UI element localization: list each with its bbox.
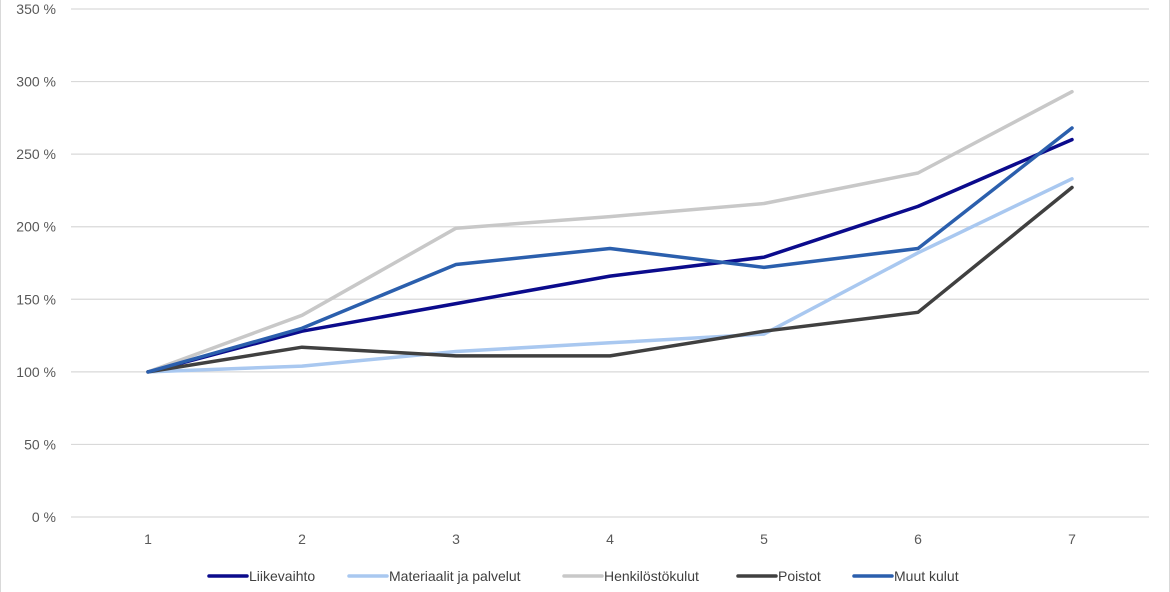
series-line xyxy=(146,177,1074,374)
y-tick-label: 50 % xyxy=(24,436,56,452)
series-line xyxy=(146,137,1074,374)
x-tick-label: 6 xyxy=(914,531,922,547)
legend-label: Henkilöstökulut xyxy=(604,568,699,584)
y-tick-label: 300 % xyxy=(16,74,56,90)
legend-label: Muut kulut xyxy=(894,568,959,584)
x-tick-label: 4 xyxy=(606,531,614,547)
y-tick-label: 100 % xyxy=(16,364,56,380)
series-line xyxy=(146,89,1074,374)
x-tick-label: 2 xyxy=(298,531,306,547)
y-tick-label: 150 % xyxy=(16,291,56,307)
x-tick-label: 7 xyxy=(1068,531,1076,547)
x-tick-label: 5 xyxy=(760,531,768,547)
x-tick-label: 1 xyxy=(144,531,152,547)
series-line xyxy=(146,126,1074,374)
legend-label: Liikevaihto xyxy=(249,568,315,584)
x-tick-label: 3 xyxy=(452,531,460,547)
y-tick-label: 0 % xyxy=(32,509,56,525)
legend-label: Poistot xyxy=(778,568,821,584)
y-tick-label: 200 % xyxy=(16,219,56,235)
legend-label: Materiaalit ja palvelut xyxy=(389,568,521,584)
y-tick-label: 350 % xyxy=(16,1,56,17)
series-line xyxy=(146,185,1074,374)
y-tick-label: 250 % xyxy=(16,146,56,162)
